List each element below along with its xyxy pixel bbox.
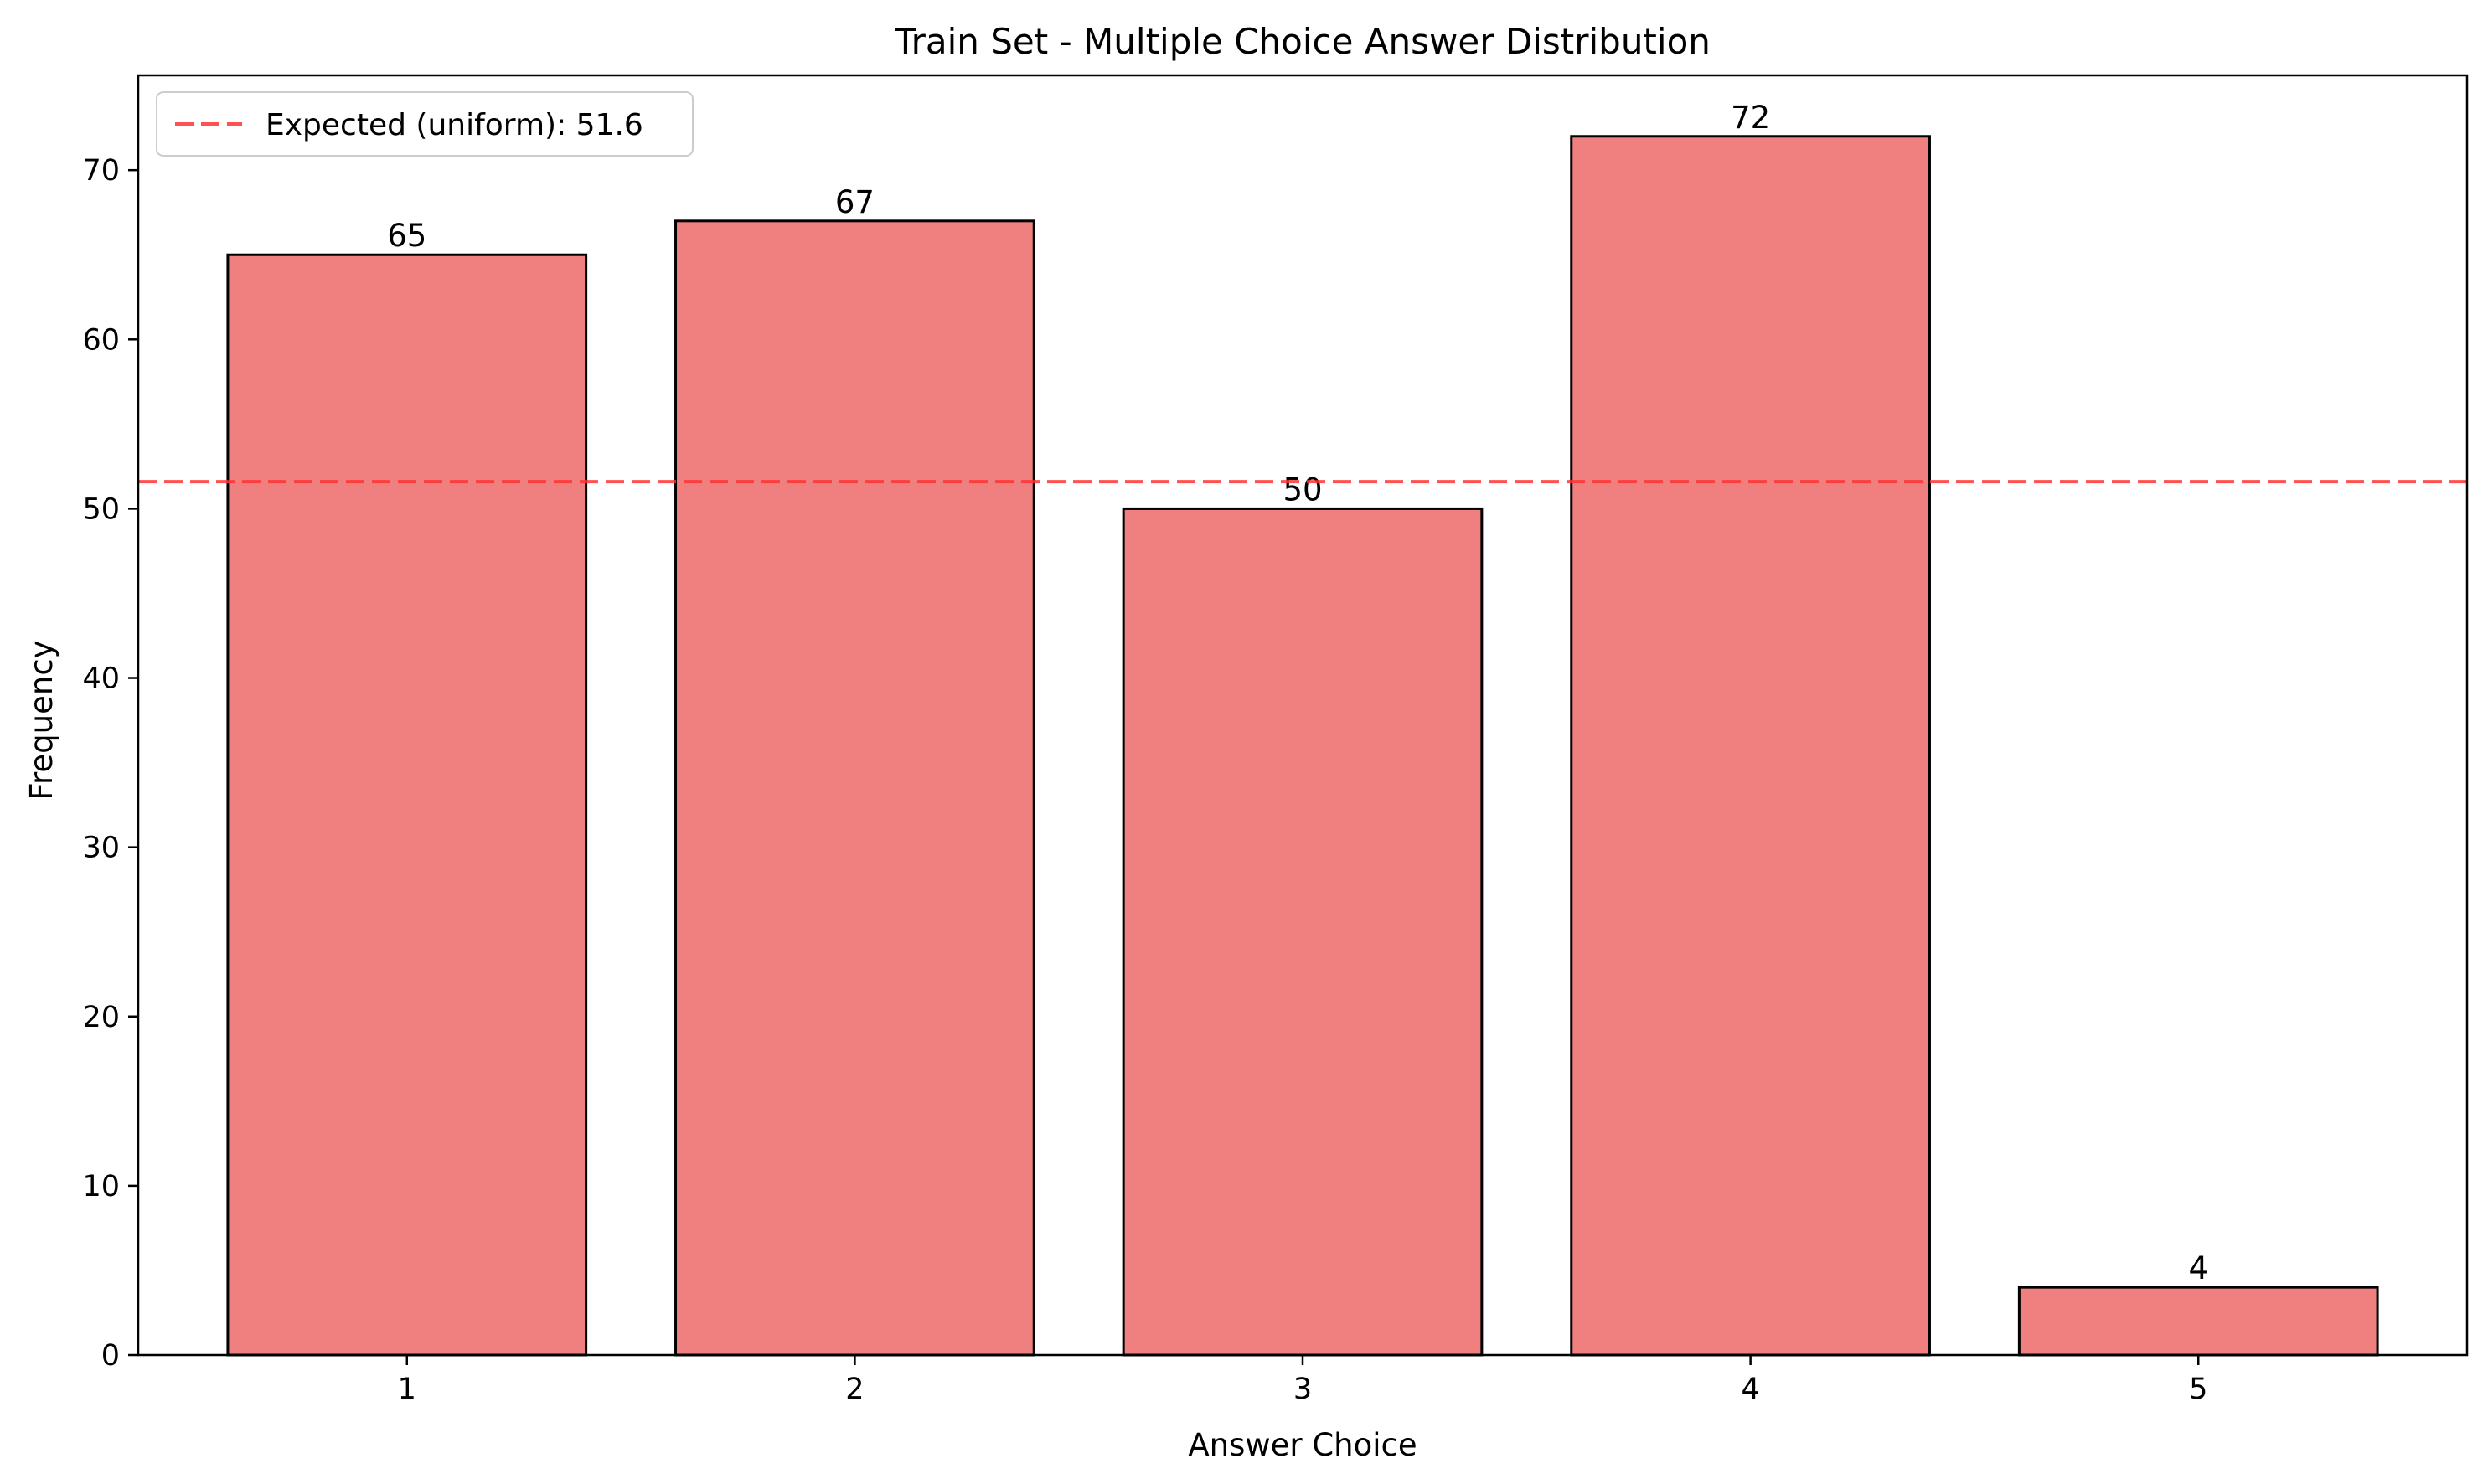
bar-1 <box>226 253 588 1357</box>
x-tick-label-5: 5 <box>2189 1373 2207 1406</box>
data-label-1: 65 <box>387 218 426 254</box>
y-tick-label-60: 60 <box>82 323 120 357</box>
x-tick-label-1: 1 <box>398 1373 416 1406</box>
y-tick-label-40: 40 <box>82 662 120 696</box>
legend-label: Expected (uniform): 51.6 <box>266 108 643 142</box>
bar-2 <box>674 219 1035 1357</box>
bar-5 <box>2017 1286 2379 1357</box>
data-label-3: 50 <box>1283 471 1322 508</box>
y-tick-label-0: 0 <box>101 1339 120 1373</box>
x-tick-label-2: 2 <box>845 1373 864 1406</box>
legend: Expected (uniform): 51.6 <box>156 91 694 157</box>
data-label-5: 4 <box>2188 1250 2208 1286</box>
bar-4 <box>1570 135 1931 1357</box>
x-axis-label: Answer Choice <box>1188 1427 1417 1463</box>
x-tick-label-4: 4 <box>1741 1373 1759 1406</box>
chart-title: Train Set - Multiple Choice Answer Distr… <box>894 21 1711 62</box>
bars-group: 65 67 50 72 4 <box>226 100 2379 1357</box>
data-label-4: 72 <box>1731 100 1770 136</box>
y-tick-label-20: 20 <box>82 1001 120 1034</box>
y-tick-label-30: 30 <box>82 832 120 865</box>
y-tick-label-70: 70 <box>82 154 120 188</box>
bar-3 <box>1122 507 1484 1357</box>
x-tick-label-3: 3 <box>1293 1373 1312 1406</box>
y-axis-label: Frequency <box>23 640 59 800</box>
axes-group: 0 10 20 30 40 50 60 70 1 2 3 4 5 <box>82 74 2469 1406</box>
legend-frame <box>156 91 694 157</box>
y-tick-label-10: 10 <box>82 1170 120 1203</box>
data-label-2: 67 <box>835 184 875 220</box>
y-tick-label-50: 50 <box>82 492 120 526</box>
